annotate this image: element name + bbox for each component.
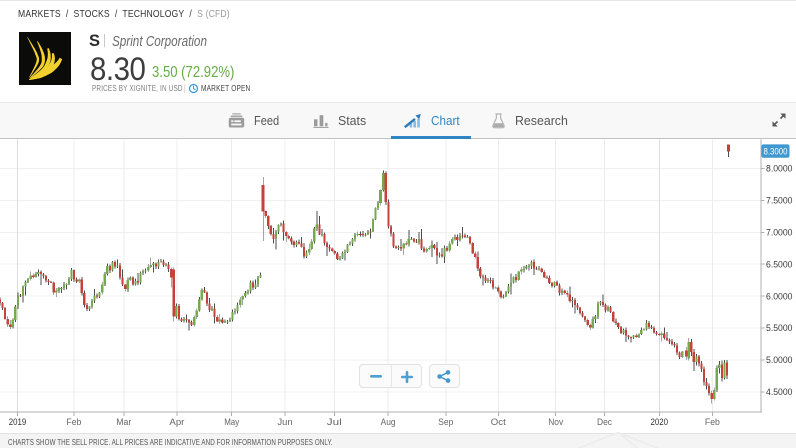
svg-text:Jun: Jun xyxy=(278,417,293,427)
svg-text:8.0000: 8.0000 xyxy=(766,164,793,174)
svg-text:8.3000: 8.3000 xyxy=(764,146,788,156)
svg-text:May: May xyxy=(224,417,239,427)
svg-text:Feb: Feb xyxy=(66,417,81,427)
svg-text:5.5000: 5.5000 xyxy=(766,323,793,333)
svg-text:Sep: Sep xyxy=(438,417,453,427)
svg-text:Dec: Dec xyxy=(597,417,612,427)
svg-text:2019: 2019 xyxy=(9,417,27,427)
svg-text:5.0000: 5.0000 xyxy=(766,355,793,365)
svg-text:Feb: Feb xyxy=(705,417,720,427)
svg-text:6.0000: 6.0000 xyxy=(766,291,793,301)
svg-text:7.0000: 7.0000 xyxy=(766,228,793,238)
svg-text:Oct: Oct xyxy=(491,417,507,427)
svg-text:2020: 2020 xyxy=(651,417,669,427)
svg-text:Aug: Aug xyxy=(381,417,396,427)
svg-text:7.5000: 7.5000 xyxy=(766,196,793,206)
svg-text:6.5000: 6.5000 xyxy=(766,259,793,269)
svg-text:Jul: Jul xyxy=(327,417,342,427)
svg-text:4.5000: 4.5000 xyxy=(766,387,793,397)
svg-text:Nov: Nov xyxy=(548,417,563,427)
svg-text:Apr: Apr xyxy=(169,417,184,427)
svg-text:Mar: Mar xyxy=(116,417,131,427)
